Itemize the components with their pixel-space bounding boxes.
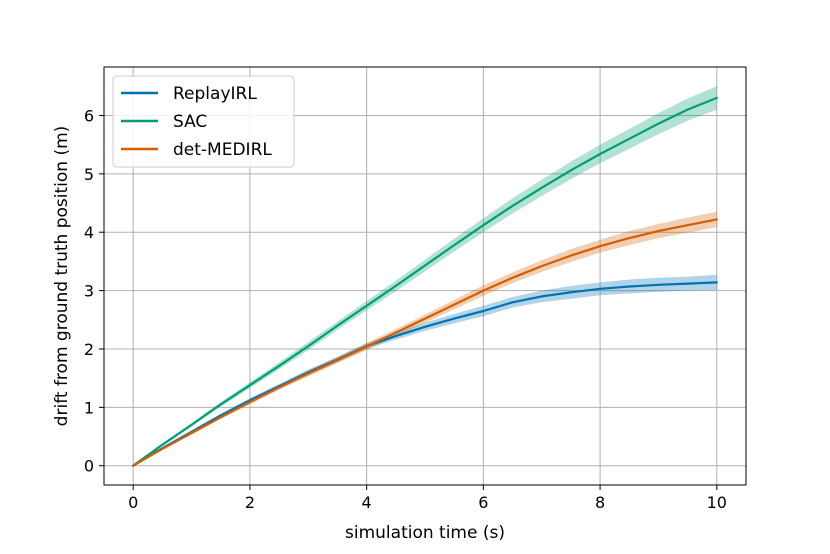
y-tick-label: 1 xyxy=(84,398,94,417)
series-line-det-medirl xyxy=(132,218,718,467)
band-det-medirl xyxy=(133,211,717,466)
y-axis-ticks: 0 1 2 3 4 5 6 xyxy=(84,106,104,476)
y-tick-label: 4 xyxy=(84,223,94,242)
x-tick-label: 2 xyxy=(245,493,255,512)
y-axis-label: drift from ground truth position (m) xyxy=(52,126,72,427)
grid-lines xyxy=(104,67,746,485)
x-axis-label: simulation time (s) xyxy=(345,523,505,543)
legend-box xyxy=(112,75,295,168)
legend-label-replayirl: ReplayIRL xyxy=(173,84,257,104)
series-lines xyxy=(132,96,718,467)
legend: ReplayIRL SAC det-MEDIRL xyxy=(112,75,295,168)
y-tick-label: 5 xyxy=(84,165,94,184)
x-axis-ticks: 0 2 4 6 8 10 xyxy=(128,485,727,512)
x-tick-label: 10 xyxy=(707,493,727,512)
series-line-sac xyxy=(132,96,718,467)
plot-frame xyxy=(103,66,747,486)
y-tick-label: 2 xyxy=(84,340,94,359)
band-replayirl xyxy=(133,274,717,466)
legend-label-sac: SAC xyxy=(173,112,207,132)
x-tick-label: 0 xyxy=(128,493,138,512)
y-tick-label: 3 xyxy=(84,282,94,301)
y-tick-label: 0 xyxy=(84,457,94,476)
x-tick-label: 8 xyxy=(595,493,605,512)
legend-label-det-medirl: det-MEDIRL xyxy=(173,140,272,160)
x-tick-label: 4 xyxy=(362,493,372,512)
x-tick-label: 6 xyxy=(478,493,488,512)
series-line-replayirl xyxy=(132,281,718,467)
y-tick-label: 6 xyxy=(84,106,94,125)
